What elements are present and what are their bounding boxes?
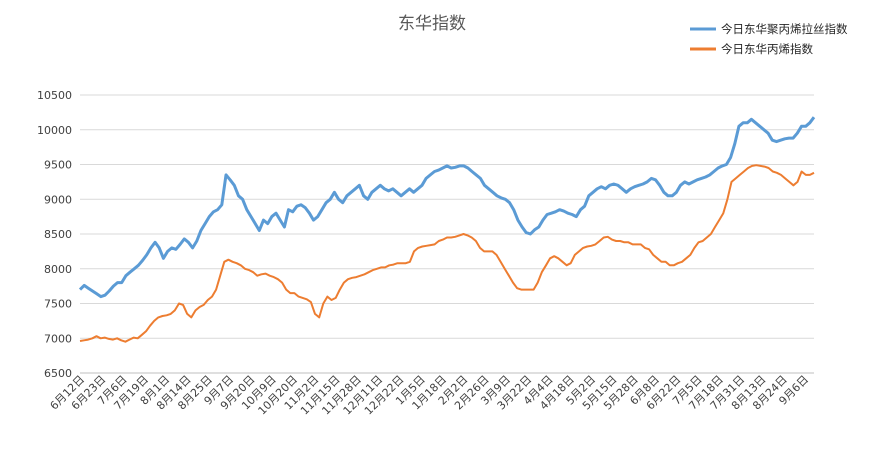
grid-lines: [80, 94, 814, 339]
y-tick-label: 7000: [44, 332, 72, 345]
y-tick-label: 9500: [44, 159, 72, 172]
y-tick-label: 8500: [44, 228, 72, 241]
y-tick-label: 10000: [37, 124, 72, 137]
chart-title: 东华指数: [398, 14, 466, 34]
y-tick-label: 9000: [44, 193, 72, 206]
series-line-propylene-index: [79, 164, 815, 343]
series-line-pp-drawing-index: [78, 116, 816, 299]
legend: 今日东华聚丙烯拉丝指数 今日东华丙烯指数: [690, 22, 848, 56]
y-axis-ticks: 6500 7000 7500 8000 8500 9000 9500 10000 10500: [37, 89, 72, 380]
legend-label-propylene-index: 今日东华丙烯指数: [721, 42, 813, 56]
y-tick-label: 8000: [44, 263, 72, 276]
x-axis-ticks: 6月12日6月23日7月6日7月19日8月1日8月14日8月25日9月7日9月2…: [48, 373, 812, 418]
y-tick-label: 10500: [37, 89, 72, 102]
y-tick-label: 6500: [44, 367, 72, 380]
series-lines: [78, 116, 816, 343]
y-tick-label: 7500: [44, 298, 72, 311]
legend-label-pp-drawing-index: 今日东华聚丙烯拉丝指数: [721, 22, 848, 36]
